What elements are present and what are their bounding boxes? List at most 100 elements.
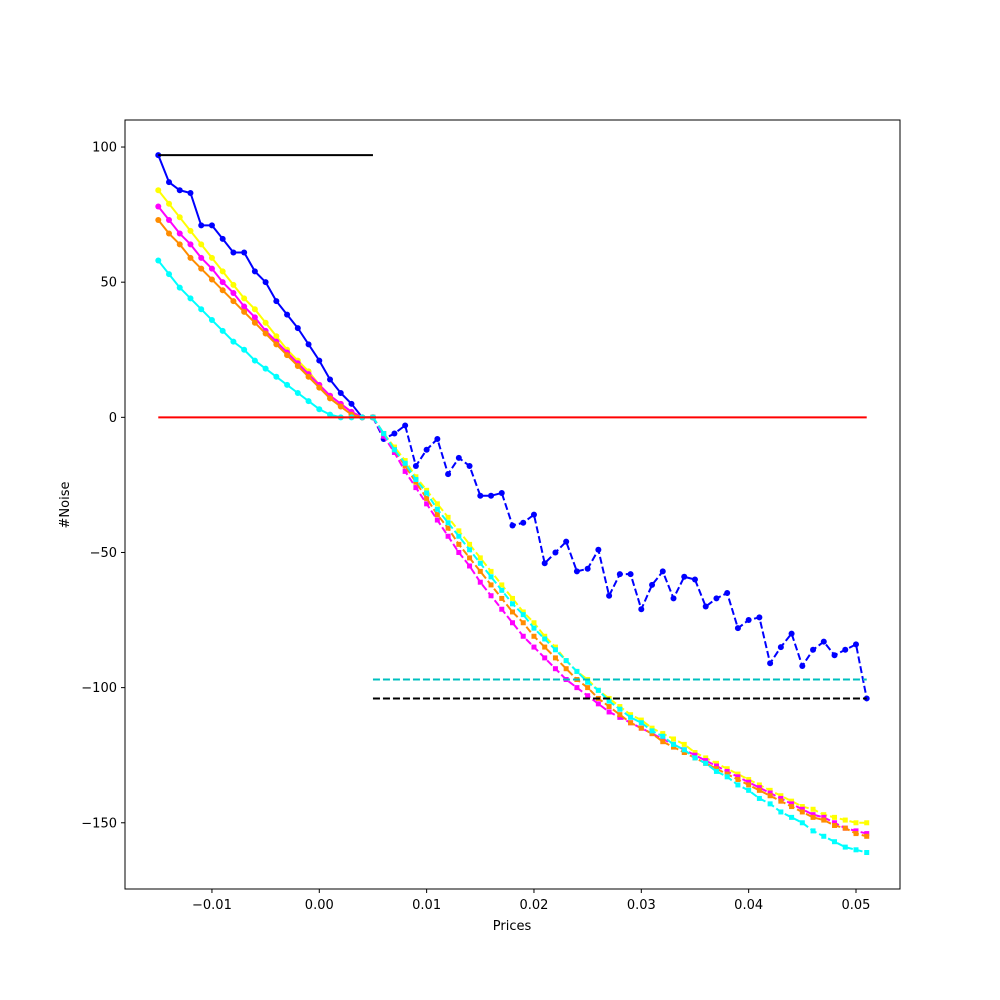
series-6-point xyxy=(767,787,773,793)
series-7-point xyxy=(799,806,805,812)
series-1-point xyxy=(606,592,613,599)
series-1-point xyxy=(595,546,602,553)
series-9-point xyxy=(574,668,580,674)
series-6-point xyxy=(842,817,848,823)
series-4-point xyxy=(176,241,183,248)
series-8-point xyxy=(713,766,719,772)
series-1-point xyxy=(477,492,484,499)
series-8-point xyxy=(424,495,430,501)
series-1-point xyxy=(799,663,806,670)
series-1-point xyxy=(434,435,441,442)
series-8-point xyxy=(789,804,795,810)
series-1-point xyxy=(412,462,419,469)
series-9-point xyxy=(832,839,838,845)
series-8-point xyxy=(842,825,848,831)
series-6-point xyxy=(713,760,719,766)
series-0-point xyxy=(166,179,173,186)
series-9-point xyxy=(606,698,612,704)
series-8-point xyxy=(552,655,558,661)
series-9-point xyxy=(713,768,719,774)
series-8-point xyxy=(467,555,473,561)
series-6-point xyxy=(724,766,730,772)
series-7-point xyxy=(488,593,494,599)
series-7-point xyxy=(467,563,473,569)
series-4-point xyxy=(327,395,334,402)
y-tick-label: 50 xyxy=(100,276,117,291)
series-0-point xyxy=(251,268,258,275)
series-0-point xyxy=(208,222,215,229)
series-1-point xyxy=(734,625,741,632)
series-7-point xyxy=(810,812,816,818)
series-8-point xyxy=(756,787,762,793)
series-8-point xyxy=(510,609,515,615)
series-8-point xyxy=(617,712,623,718)
series-1-point xyxy=(616,571,623,578)
series-1-point xyxy=(659,568,666,575)
series-4-point xyxy=(241,308,248,315)
series-9-point xyxy=(735,782,741,788)
series-4-point xyxy=(337,403,344,410)
series-2-point xyxy=(241,295,248,302)
series-6-point xyxy=(660,731,666,737)
y-tick-label: 0 xyxy=(109,411,117,426)
series-2-point xyxy=(251,306,258,313)
series-9-point xyxy=(799,820,805,826)
series-9-point xyxy=(671,741,677,747)
series-8-point xyxy=(681,749,687,755)
series-8-point xyxy=(542,644,548,650)
y-tick-label: −100 xyxy=(81,681,117,696)
series-1-point xyxy=(563,538,570,545)
series-6-point xyxy=(746,777,752,783)
series-0-point xyxy=(284,311,291,318)
series-7-point xyxy=(542,655,548,661)
series-6-point xyxy=(542,633,548,639)
series-7-point xyxy=(724,768,730,774)
series-9-point xyxy=(821,833,827,839)
series-9-point xyxy=(413,476,419,482)
series-0-point xyxy=(198,222,205,229)
series-8-point xyxy=(778,798,784,804)
series-9-point xyxy=(628,714,634,720)
series-6-point xyxy=(832,814,838,820)
series-7-point xyxy=(434,517,440,523)
series-3-point xyxy=(187,241,194,248)
series-6-point xyxy=(638,717,644,723)
series-1-point xyxy=(627,571,634,578)
series-5-point xyxy=(187,295,194,302)
series-6-point xyxy=(467,541,473,547)
series-1-point xyxy=(756,614,763,621)
series-9 xyxy=(370,414,870,856)
series-5-point xyxy=(241,346,248,353)
series-6-point xyxy=(520,609,526,615)
series-9-point xyxy=(746,787,752,793)
series-9-point xyxy=(585,679,591,685)
series-8-point xyxy=(585,685,591,691)
series-4-point xyxy=(166,230,173,237)
series-1-point xyxy=(831,652,838,659)
series-6-point xyxy=(628,712,634,718)
series-8-point xyxy=(563,666,569,672)
series-6-point xyxy=(424,487,430,493)
series-1-point xyxy=(713,595,720,602)
series-1-point xyxy=(445,471,452,478)
series-1-point xyxy=(745,617,752,624)
series-7-point xyxy=(832,820,838,826)
series-1-point xyxy=(402,422,409,429)
series-9-point xyxy=(681,747,687,753)
series-0-point xyxy=(262,279,269,286)
series-8-point xyxy=(456,541,462,547)
series-7-point xyxy=(445,533,451,539)
series-2-point xyxy=(166,200,173,207)
series-7-point xyxy=(585,693,591,699)
series-7-point xyxy=(552,666,558,672)
series-7-point xyxy=(617,714,623,720)
series-5-point xyxy=(251,357,258,364)
x-axis: −0.01 0.00 0.01 0.02 0.03 0.04 0.05 xyxy=(192,889,870,913)
series-0-point xyxy=(273,298,280,305)
series-8-point xyxy=(488,582,494,588)
series-1-point xyxy=(681,573,688,580)
series-6-point xyxy=(703,755,709,761)
x-tick-label: 0.05 xyxy=(842,898,871,913)
